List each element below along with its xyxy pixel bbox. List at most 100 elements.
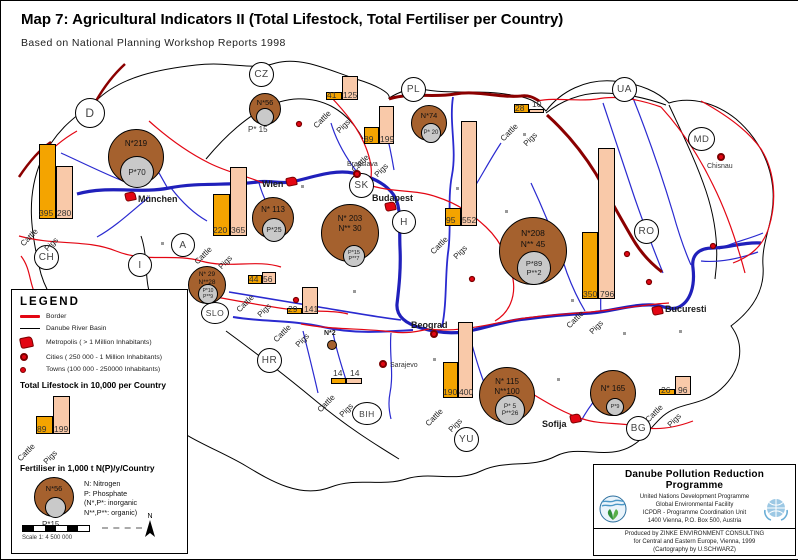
cattle-bar-a [213,194,230,236]
map-title: Map 7: Agricultural Indicators II (Total… [21,11,564,28]
country-code: BG [630,423,647,434]
pigs-value-hr: 141 [304,304,319,314]
pigs-value-d: 280 [57,208,72,218]
cattle-bar-ro [582,232,598,299]
pigs-bar-cz [342,76,358,100]
pigs-value-yu: 400 [459,387,474,397]
country-code: SLO [205,308,225,318]
legend-item-metropolis: Metropolis ( > 1 Million Inhabitants) [18,335,179,350]
legend-livestock-heading: Total Lifestock in 10,000 per Country [20,380,166,390]
country-code: BIH [359,408,375,419]
pigs-value-h: 552 [462,215,477,225]
pigs-bar-h [461,121,477,226]
city-label-beograd: Beograd [411,320,448,330]
city-icon-chisnau [717,153,725,161]
north-arrow: N [143,513,157,543]
programme-org-lines: United Nations Development Programme Glo… [639,494,750,525]
cattle-bar-hr [287,308,302,314]
cattle-value-cz: 41 [327,90,337,100]
country-badge-a: A [171,233,195,257]
danube-river [76,170,762,335]
country-code: UA [617,84,632,95]
cattle-bar-slo [248,275,262,284]
un-logo [764,499,788,521]
country-badge-yu: YU [454,427,479,452]
city-icon [20,353,46,361]
country-badge-ro: RO [634,219,659,244]
cattle-value-ro: 350 [583,289,598,299]
pigs-value-ua: 10 [532,99,542,109]
fertiliser-circle-a: N* 113 P*25 [252,197,294,242]
cattle-value-bg: 26 [661,385,671,395]
country-badge-slo: SLO [201,302,229,324]
country-code: RO [638,226,655,237]
unlabeled-cities-layer [292,120,717,304]
cattle-bar-h [445,208,461,226]
cattle-bar-sk [364,127,379,144]
city-label-muenchen: München [138,194,178,204]
pigs-bar-ro [598,148,615,299]
north-arrow-icon [145,520,155,537]
scale-dash-line [102,527,142,529]
country-code: H [400,216,408,228]
city-label-bratislava: Bratislava [347,161,378,168]
pigs-bar-ua [529,109,544,113]
pigs-bar-bih [346,378,362,384]
cattle-bar-ua [514,104,529,113]
cattle-bar-bih [331,378,346,384]
cattle-bar-cz [326,92,342,100]
country-badge-i: I [128,253,152,277]
cattle-value-slo: 44 [249,274,259,284]
country-code: YU [459,434,474,445]
legend: LEGEND Border Danube River Basin Metropo… [11,289,188,554]
fertiliser-circle-cz: N*56 [249,93,281,126]
cattle-bar-bg [659,389,675,395]
country-badge-sk: SK [349,173,374,198]
cattle-value-ua: 28 [515,103,525,113]
pigs-bar-yu [458,322,473,398]
pigs-value-cz: 125 [343,90,358,100]
city-icon-bratislava [353,170,361,178]
country-code: CH [38,252,55,263]
pigs-bar-a [230,167,247,236]
city-icon-sarajevo [379,360,387,368]
pigs-value-bg: 96 [678,385,688,395]
cattle-value-h: 95 [446,215,456,225]
legend-pigs-bar [53,396,70,434]
pigs-value-slo: 56 [263,274,273,284]
legend-item-border: Border [20,313,179,320]
cattle-value-bih: 14 [333,368,343,378]
town-icon [20,366,46,373]
country-badge-bih: BIH [352,402,382,425]
metropolis-icon [18,335,46,350]
legend-fertiliser-circle: N*56 [34,477,74,518]
border-line-icon [20,315,46,318]
legend-fertiliser-notes: N: Nitrogen P: Phosphate (N*,P*: inorgan… [84,479,138,518]
city-label-sofija: Sofija [542,419,567,429]
fertiliser-circle-bg: N* 165 P*9 [590,370,636,416]
scale-text: Scale 1: 4 500 000 [22,535,73,541]
city-icon-beograd [430,330,438,338]
scale-bar: Scale 1: 4 500 000 [22,525,142,541]
country-code: D [85,106,95,120]
fertiliser-p-label-cz: P* 15 [248,125,268,134]
country-code: SK [354,180,369,191]
country-badge-hr: HR [257,348,282,373]
country-code: PL [406,84,421,95]
fertiliser-circle-slo: N* 29 N**28 P*10 P**9 [188,266,226,304]
pigs-bar-slo [262,272,276,284]
pigs-bar-bg [675,376,691,395]
cattle-value-yu: 190 [443,387,458,397]
fertiliser-circle-ro: N*208 N** 45 P*89 P**2 [499,217,567,285]
cattle-value-a: 220 [213,225,228,235]
cattle-bar-d [39,144,56,219]
gef-logo [599,495,627,523]
fertiliser-circle-sk: N*74 P* 20 [411,105,447,143]
country-badge-ua: UA [612,77,637,102]
pigs-bar-hr [302,287,318,314]
country-code: CZ [254,69,269,80]
pigs-value-a: 365 [231,225,246,235]
country-code: MD [693,133,710,145]
country-badge-pl: PL [401,77,426,102]
